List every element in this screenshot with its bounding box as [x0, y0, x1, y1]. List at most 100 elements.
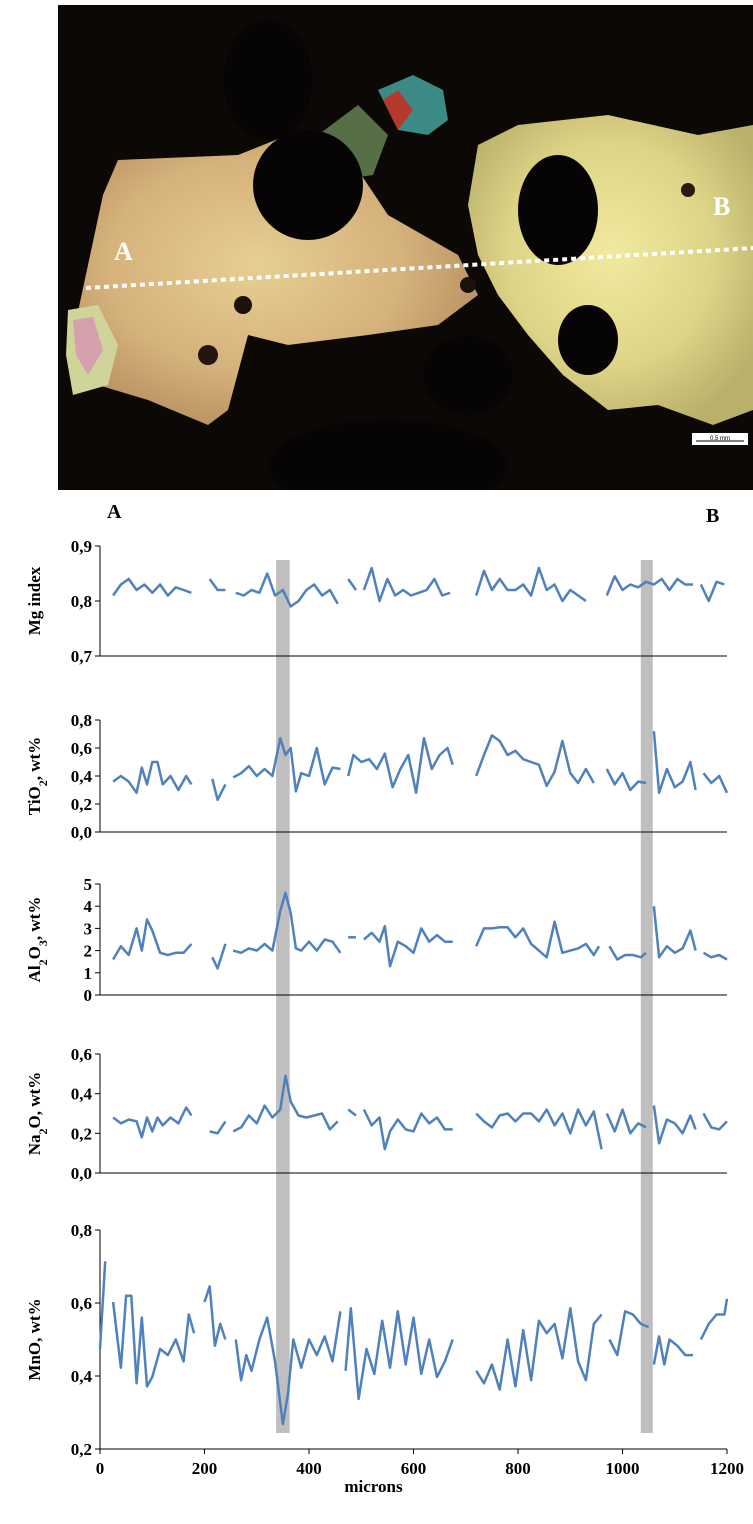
series-segment-2-2 — [211, 778, 227, 802]
series-segment-1-7 — [605, 575, 693, 596]
series-segment-2-3 — [232, 736, 341, 793]
y-tick-label: 0,4 — [71, 1085, 93, 1104]
series-segment-1-8 — [699, 580, 725, 603]
series-segment-5-5 — [344, 1306, 454, 1401]
x-tick-label: 1000 — [606, 1459, 640, 1478]
inclusion — [681, 183, 695, 197]
y-tick-label: 0,0 — [71, 823, 92, 842]
inclusion — [460, 277, 476, 293]
series-segment-3-2 — [211, 943, 227, 970]
series-segment-3-8 — [652, 906, 697, 959]
y-axis-label-part: Al — [25, 965, 44, 982]
y-axis-label: Na2O, wt% — [25, 1072, 50, 1155]
photo-label-b: B — [713, 192, 730, 221]
profile-label-a: A — [107, 501, 122, 523]
series-segment-2-1 — [112, 760, 193, 795]
opaque-grain-2 — [223, 20, 313, 140]
y-tick-label: 0,4 — [71, 1367, 93, 1386]
inclusion — [198, 345, 218, 365]
y-tick-label: 0,6 — [71, 739, 92, 758]
y-axis-label-part: , wt% — [25, 737, 44, 780]
y-tick-label: 0,4 — [71, 767, 93, 786]
y-axis-label-part: O — [25, 946, 44, 959]
y-axis-label-part: 3 — [36, 940, 50, 946]
y-axis-label-part: , wt% — [25, 897, 44, 940]
series-segment-4-7 — [605, 1108, 647, 1135]
y-tick-label: 0,2 — [71, 1124, 92, 1143]
x-tick-label: 1200 — [710, 1459, 744, 1478]
y-axis-label: Mg index — [25, 566, 44, 635]
chemical-profiles: A B 0,7 0,8 0,9 Mg index 0,0 0,2 0,4 0,6 0,8 TiO2… — [0, 490, 753, 1524]
scale-bar — [692, 433, 748, 445]
y-tick-label: 0,6 — [71, 1045, 92, 1064]
micrograph-image: A B 0.5 mm — [58, 5, 753, 490]
series-segment-3-5 — [363, 924, 453, 968]
series-segment-3-1 — [112, 918, 193, 961]
series-segment-1-3 — [235, 572, 339, 608]
traverse-line — [85, 246, 753, 290]
x-axis-label: microns — [344, 1477, 403, 1496]
series-segment-5-9 — [699, 1298, 729, 1341]
series-segment-1-4 — [347, 578, 358, 591]
y-tick-label: 0,6 — [71, 1294, 92, 1313]
series-segment-5-2 — [111, 1294, 196, 1388]
y-tick-label: 4 — [84, 897, 93, 916]
y-tick-label: 0,0 — [71, 1164, 92, 1183]
series-segment-1-2 — [208, 578, 226, 592]
highlight-bands — [276, 560, 653, 1433]
profile-charts-svg: A B 0,70,80,9Mg index0,00,20,40,60,8TiO2… — [25, 501, 744, 1496]
x-tick-label: 800 — [505, 1459, 531, 1478]
y-tick-label: 5 — [84, 875, 93, 894]
series-segment-4-8 — [652, 1105, 697, 1145]
y-axis-label-part: 2 — [36, 780, 50, 786]
inclusion — [234, 296, 252, 314]
y-tick-label: 0,2 — [71, 795, 92, 814]
y-tick-label: 0,9 — [71, 537, 92, 556]
series-segment-4-6 — [475, 1108, 603, 1150]
series-segment-4-5 — [362, 1108, 453, 1151]
series-segment-5-8 — [652, 1335, 693, 1366]
series-segment-4-2 — [209, 1120, 227, 1135]
opaque-grain-4 — [423, 335, 513, 415]
photo-label-a: A — [114, 237, 133, 266]
series-segment-5-6 — [475, 1306, 603, 1391]
y-tick-label: 3 — [84, 919, 93, 938]
x-tick-label: 0 — [96, 1459, 105, 1478]
series-segment-1-1 — [112, 577, 192, 597]
pyroxene-grain-left — [73, 135, 478, 425]
series-segment-3-7 — [608, 945, 647, 961]
series-segment-2-6 — [605, 768, 647, 792]
x-tick-label: 200 — [192, 1459, 218, 1478]
opaque-grain-1 — [253, 130, 363, 240]
series-lines — [98, 566, 729, 1426]
y-axis-label-part: Na — [25, 1134, 44, 1155]
series-segment-4-3 — [232, 1074, 339, 1133]
series-segment-1-6 — [475, 566, 587, 603]
highlight-band-2 — [640, 560, 653, 1433]
thin-section-micrograph: A B 0.5 mm — [58, 5, 753, 490]
series-segment-2-8 — [702, 772, 729, 794]
series-segment-5-4 — [234, 1311, 342, 1426]
y-tick-label: 0,2 — [71, 1440, 92, 1459]
series-segment-5-7 — [608, 1310, 650, 1357]
y-axis-label-part: 2 — [36, 959, 50, 965]
opaque-grain-3 — [518, 155, 598, 265]
opaque-grain-6 — [268, 420, 508, 490]
y-tick-label: 0,7 — [71, 647, 93, 666]
series-segment-5-1 — [98, 1261, 107, 1349]
series-segment-2-5 — [475, 734, 595, 788]
y-tick-label: 1 — [84, 964, 93, 983]
y-axis-label: Al2O3, wt% — [25, 897, 50, 983]
profile-label-b: B — [706, 505, 719, 527]
x-tick-label: 400 — [296, 1459, 322, 1478]
y-tick-label: 2 — [84, 942, 93, 961]
opaque-grain-5 — [558, 305, 618, 375]
series-segment-4-9 — [702, 1112, 728, 1131]
series-segment-2-4 — [346, 736, 454, 795]
y-axis-label: MnO, wt% — [25, 1298, 44, 1380]
y-axis-label: TiO2, wt% — [25, 737, 50, 815]
pink-mineral — [73, 317, 103, 375]
series-segment-3-9 — [702, 951, 728, 961]
series-segment-1-5 — [362, 566, 451, 603]
